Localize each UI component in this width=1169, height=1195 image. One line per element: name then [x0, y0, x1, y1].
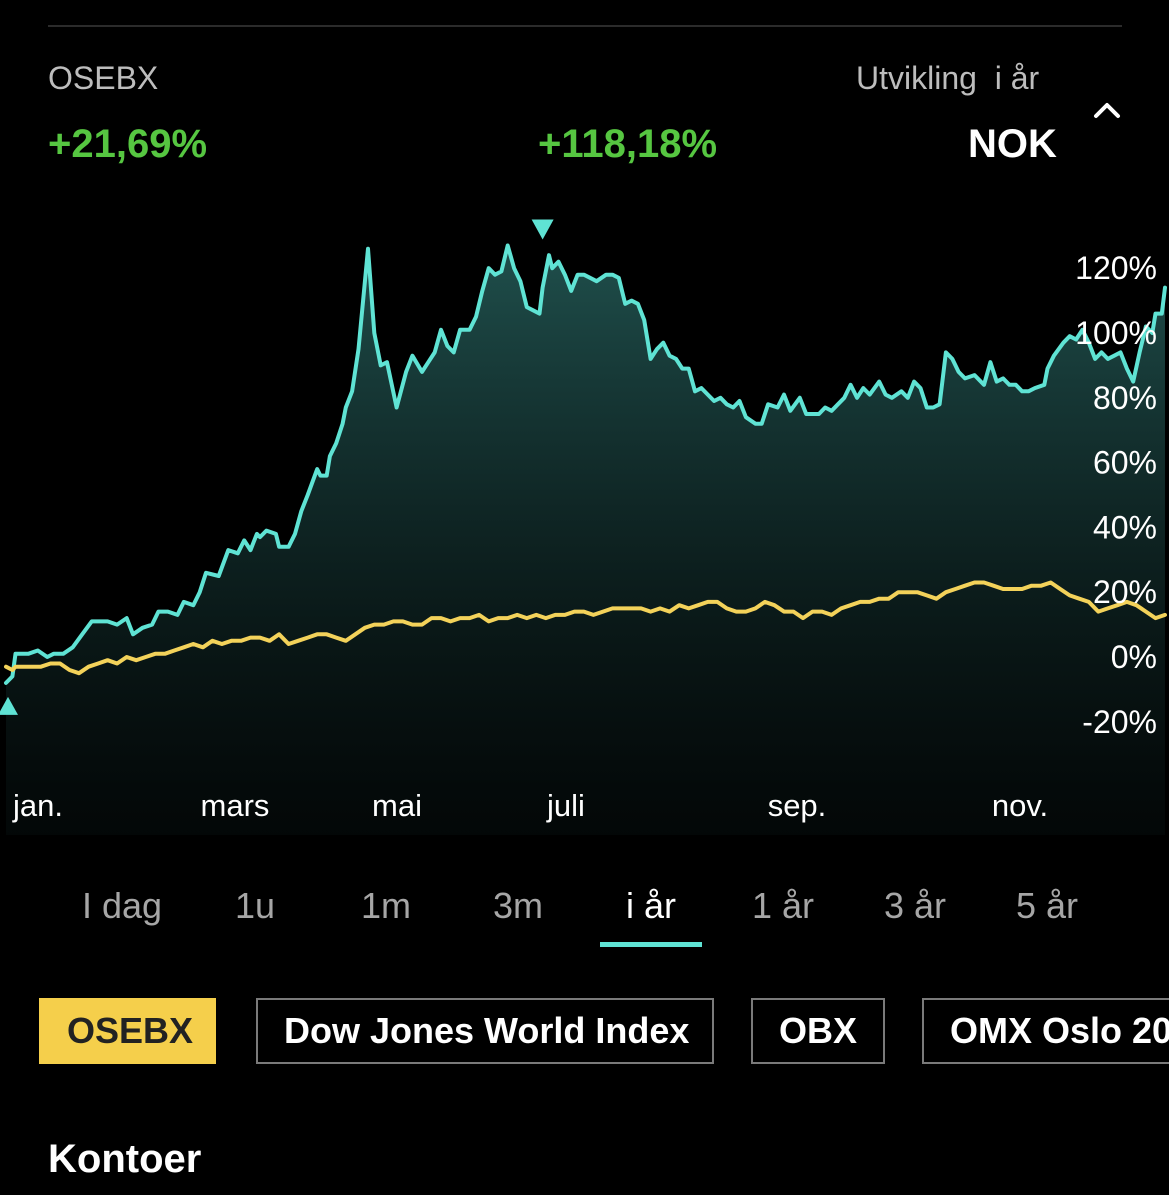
- tab-period[interactable]: 1m: [360, 885, 412, 926]
- y-tick-label: 100%: [1075, 315, 1157, 351]
- y-tick-label: -20%: [1082, 704, 1157, 740]
- period-label: Utvikling i år: [856, 60, 1039, 97]
- x-tick-label: mai: [372, 788, 422, 823]
- series-line-2: [4, 580, 1167, 676]
- y-tick-label: 60%: [1093, 445, 1157, 481]
- x-tick-label: juli: [546, 788, 585, 823]
- top-divider: [48, 25, 1122, 27]
- compare-chip[interactable]: Dow Jones World Index: [256, 998, 714, 1064]
- tab-period[interactable]: 5 år: [1015, 885, 1079, 926]
- y-tick-label: 80%: [1093, 380, 1157, 416]
- tab-period[interactable]: 3 år: [883, 885, 947, 926]
- y-tick-label: 20%: [1093, 574, 1157, 610]
- portfolio-value-suffix: NOK: [968, 122, 1057, 166]
- active-tab-underline: [600, 942, 702, 947]
- section-title: Kontoer: [48, 1137, 202, 1181]
- x-tick-label: nov.: [992, 788, 1048, 823]
- series-area-1: [6, 245, 1165, 835]
- tab-period[interactable]: I dag: [81, 885, 163, 926]
- index-name: OSEBX: [48, 60, 159, 96]
- tab-period[interactable]: 1u: [234, 885, 276, 926]
- period-prefix: Utvikling: [856, 60, 977, 96]
- compare-chip[interactable]: OBX: [751, 998, 885, 1064]
- x-tick-label: mars: [201, 788, 270, 823]
- high-marker-icon: [531, 219, 554, 240]
- index-change: +21,69%: [48, 122, 208, 166]
- portfolio-change: +118,18%: [538, 122, 718, 166]
- tab-period[interactable]: i år: [625, 885, 677, 926]
- series-line-1: [4, 243, 1167, 685]
- tab-period[interactable]: 1 år: [751, 885, 815, 926]
- period-tabs: I dag 1u 1m 3m i år 1 år 3 år 5 år: [0, 875, 1169, 955]
- period-value: i år: [994, 60, 1040, 96]
- compare-chip[interactable]: OSEBX: [39, 998, 216, 1064]
- x-tick-label: sep.: [768, 788, 827, 823]
- y-tick-label: 40%: [1093, 509, 1157, 545]
- tab-period[interactable]: 3m: [492, 885, 544, 926]
- y-tick-label: 120%: [1075, 250, 1157, 286]
- low-marker-icon: [0, 696, 18, 715]
- x-tick-label: jan.: [12, 788, 63, 823]
- y-tick-label: 0%: [1111, 639, 1157, 675]
- performance-chart[interactable]: 120% 100% 80% 60% 40% 20% 0% -20% jan. mars mai ju…: [0, 195, 1169, 835]
- compare-chip[interactable]: OMX Oslo 20: [922, 998, 1169, 1064]
- chevron-up-icon[interactable]: [1092, 98, 1122, 122]
